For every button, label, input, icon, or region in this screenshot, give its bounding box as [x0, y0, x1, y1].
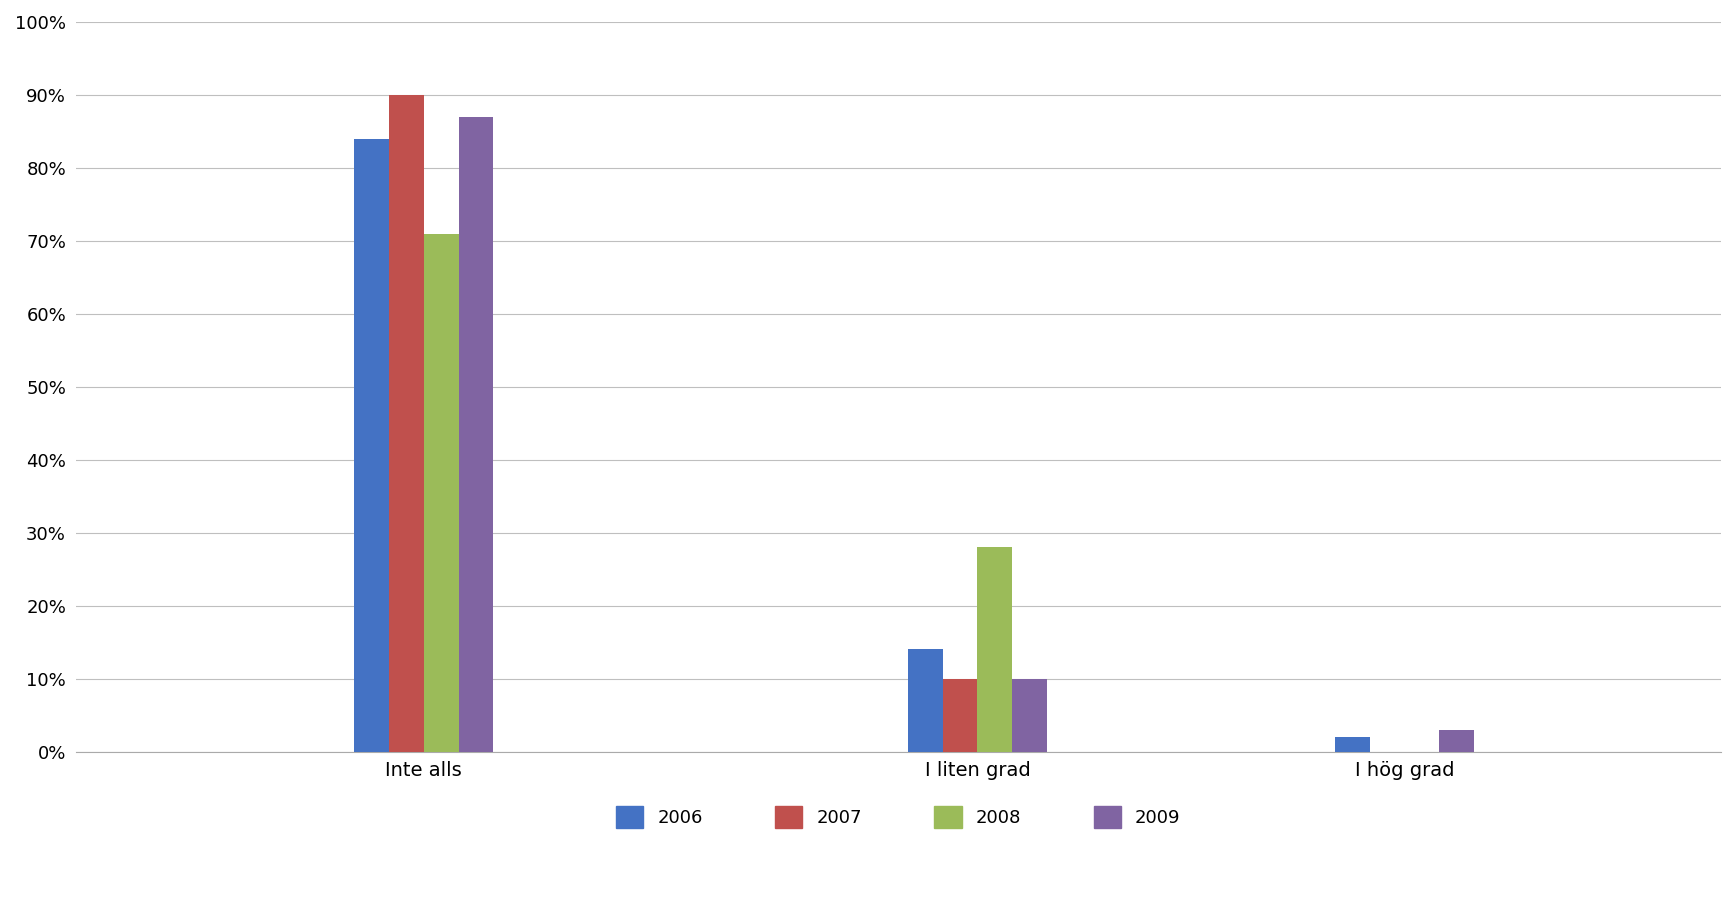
Bar [424, 234, 458, 751]
Bar [1012, 678, 1047, 751]
Bar [943, 678, 977, 751]
Bar [1439, 730, 1474, 751]
Bar [908, 650, 943, 751]
Bar [354, 139, 389, 751]
Legend: 2006, 2007, 2008, 2009: 2006, 2007, 2008, 2009 [608, 797, 1189, 837]
Bar [977, 547, 1012, 751]
Bar [389, 95, 424, 751]
Bar [458, 116, 493, 751]
Bar [1335, 737, 1370, 751]
